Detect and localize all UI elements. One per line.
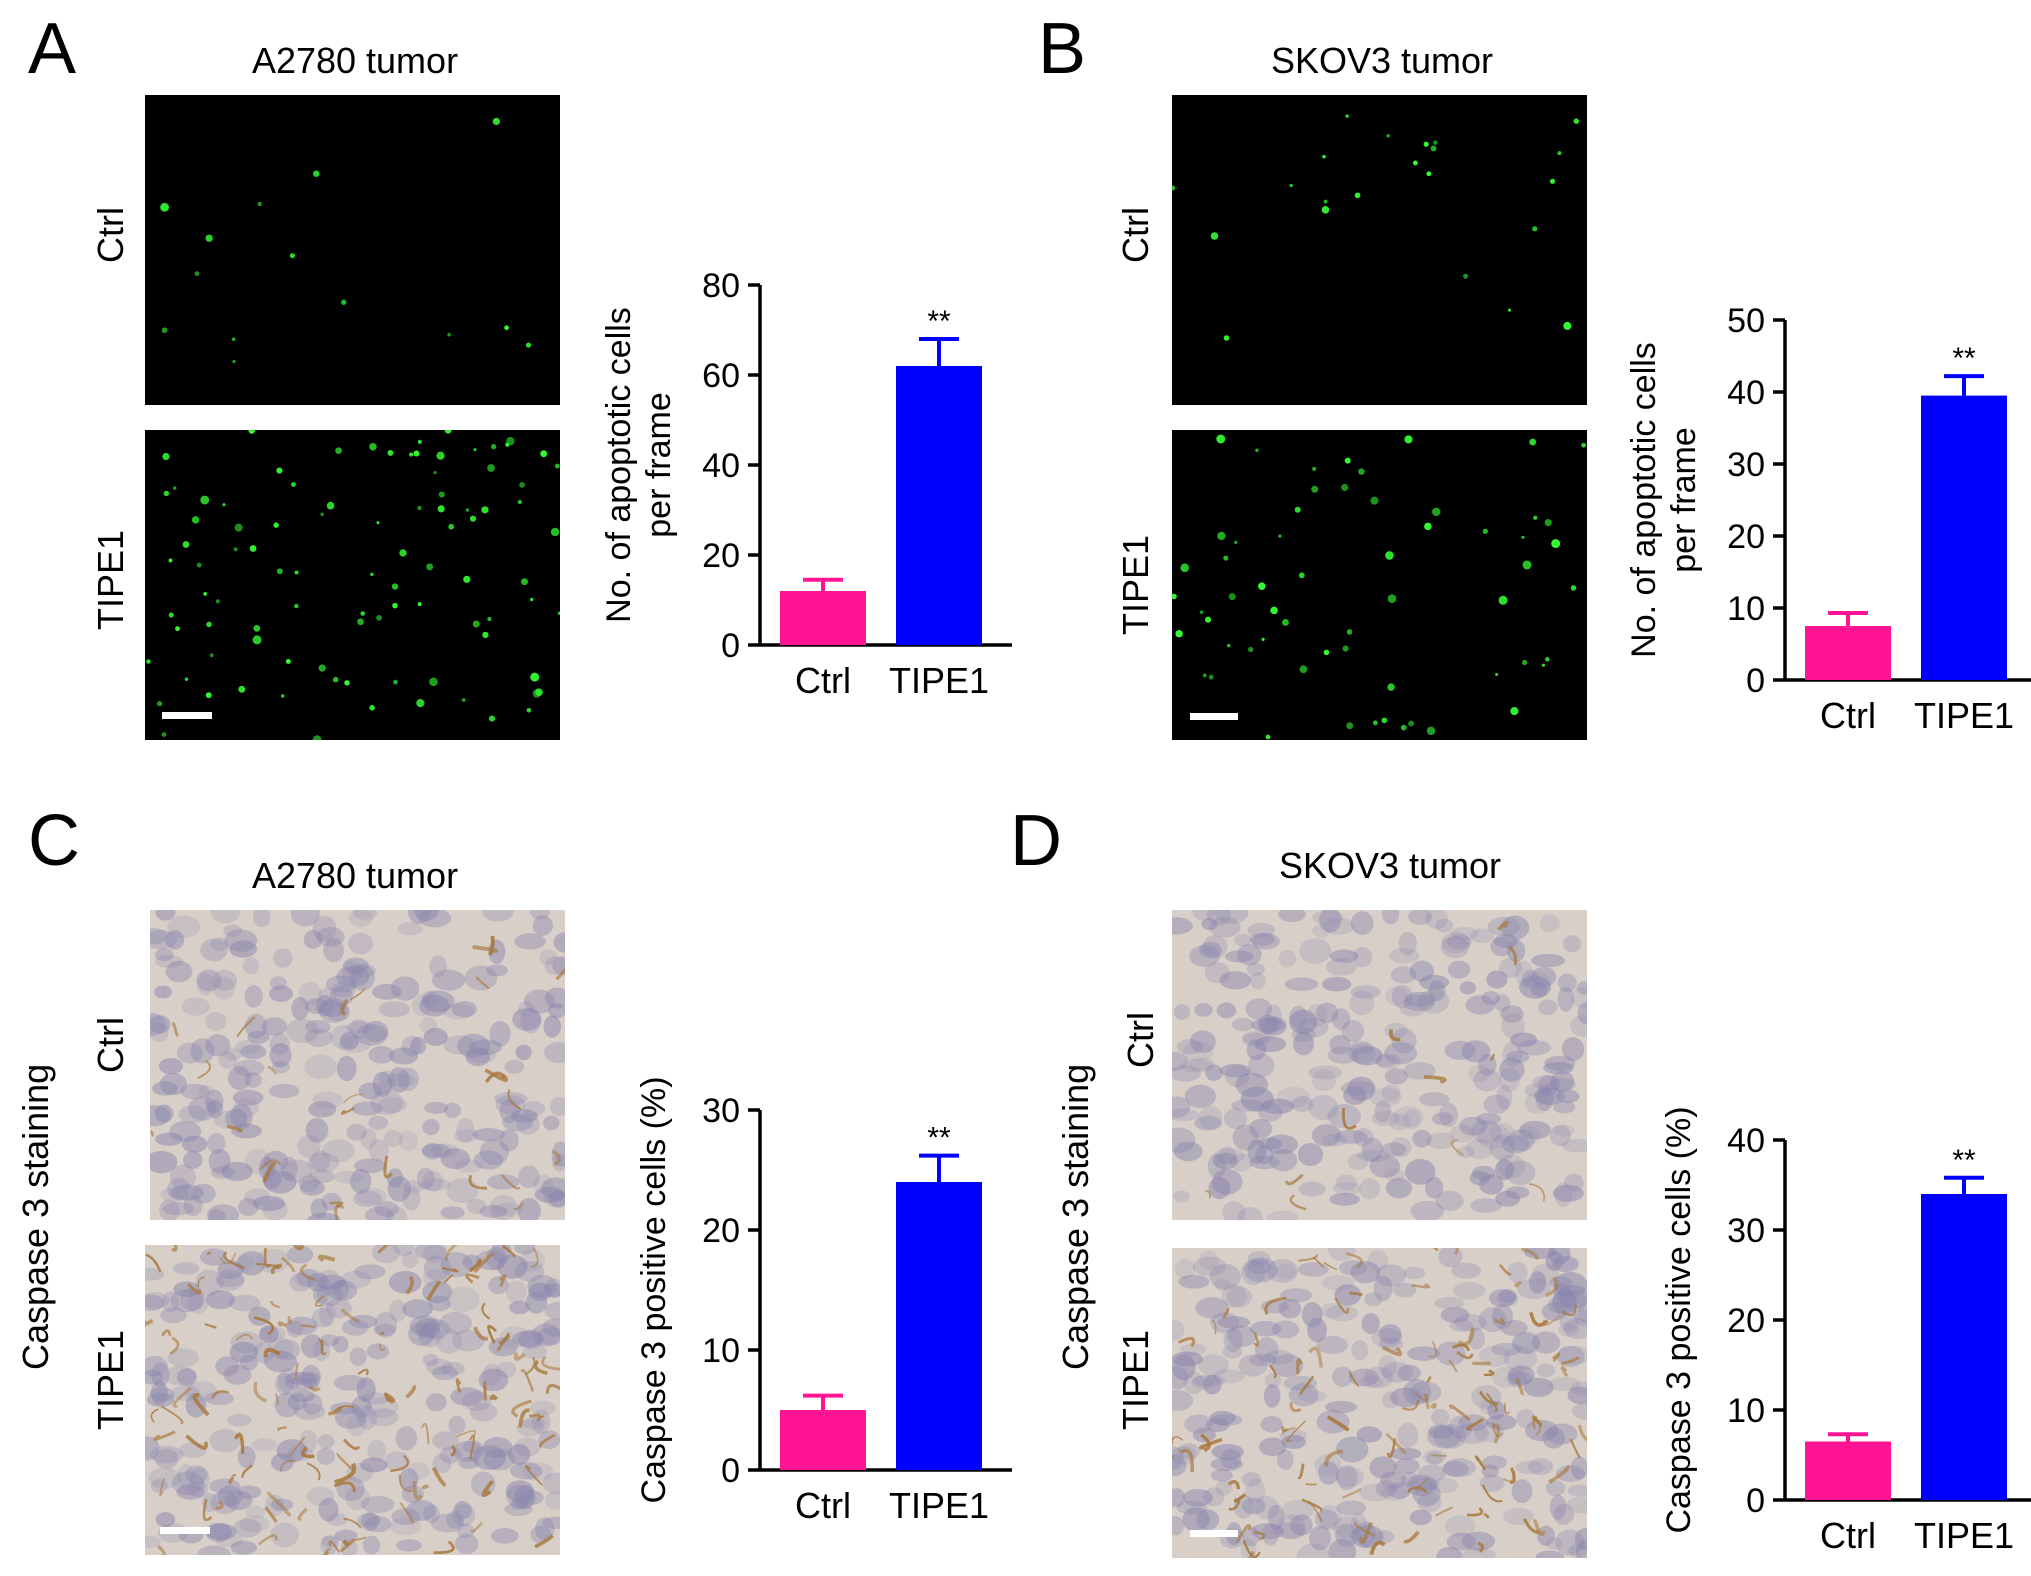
y-tick-label: 10 <box>702 1332 740 1370</box>
panel-c-bar-chart: 0 10 20 30 Caspase 3 positive cells (%) Ctrl *… <box>635 1076 1012 1526</box>
panel-d-bar-chart: 0 10 20 30 40 Caspase 3 positive cells (%) Ctr… <box>1660 1106 2031 1556</box>
panel-c-title: A2780 tumor <box>251 855 459 896</box>
y-axis-label: per frame <box>640 392 678 538</box>
y-tick-label: 0 <box>721 627 740 665</box>
y-tick-label: 20 <box>1727 1302 1765 1340</box>
panel-a-ctrl-micrograph <box>145 95 560 405</box>
panel-letter-c: C <box>28 801 80 881</box>
bar-ctrl <box>1805 626 1891 680</box>
panel-a-title: A2780 tumor <box>251 40 459 81</box>
panel-a-tipe1-micrograph <box>145 430 560 740</box>
category-label: TIPE1 <box>889 1485 989 1526</box>
category-label: Ctrl <box>1820 1515 1876 1556</box>
y-axis-label: Caspase 3 positive cells (%) <box>635 1076 673 1503</box>
bar-tipe1 <box>896 1182 982 1470</box>
significance-marker: ** <box>927 1122 951 1155</box>
significance-marker: ** <box>1952 342 1976 375</box>
panel-a-scale-bar <box>162 712 212 719</box>
bar-ctrl <box>780 1410 866 1470</box>
bar-tipe1 <box>1921 1194 2007 1500</box>
y-axis-label: per frame <box>1665 427 1703 573</box>
y-tick-label: 40 <box>1727 1122 1765 1160</box>
panel-c-row-label-ctrl: Ctrl <box>90 1017 131 1073</box>
y-tick-label: 50 <box>1727 302 1765 340</box>
y-tick-label: 60 <box>702 357 740 395</box>
bar-ctrl <box>1805 1441 1891 1500</box>
panel-b-bar-chart: 0 10 20 30 40 50 No. of apoptotic cells per fra… <box>1625 302 2031 736</box>
y-tick-label: 30 <box>1727 446 1765 484</box>
y-tick-label: 40 <box>1727 374 1765 412</box>
panel-d-tipe1-micrograph <box>1172 1248 1587 1558</box>
y-tick-label: 30 <box>702 1092 740 1130</box>
category-label: Ctrl <box>1820 695 1876 736</box>
category-label: TIPE1 <box>889 660 989 701</box>
category-label: Ctrl <box>795 660 851 701</box>
y-axis-label: Caspase 3 positive cells (%) <box>1660 1106 1698 1533</box>
panel-c-stain-label: Caspase 3 staining <box>15 1063 56 1370</box>
y-axis-label: No. of apoptotic cells <box>600 307 638 623</box>
bar-tipe1 <box>1921 395 2007 680</box>
panel-d-ctrl-micrograph <box>1172 910 1587 1220</box>
panel-a-bar-chart: 0 20 40 60 80 No. of apoptotic cells per frame… <box>600 267 1012 701</box>
y-tick-label: 0 <box>1746 662 1765 700</box>
bar-ctrl <box>780 591 866 645</box>
panel-b-ctrl-micrograph <box>1172 95 1587 405</box>
y-axis-label: No. of apoptotic cells <box>1625 342 1663 658</box>
panel-b-row-label-tipe1: TIPE1 <box>1115 534 1156 636</box>
category-label: TIPE1 <box>1914 1515 2014 1556</box>
panel-d-title: SKOV3 tumor <box>1278 845 1502 886</box>
panel-letter-d: D <box>1010 801 1062 881</box>
y-tick-label: 10 <box>1727 590 1765 628</box>
y-tick-label: 20 <box>1727 518 1765 556</box>
y-tick-label: 0 <box>721 1452 740 1490</box>
panel-c-scale-bar <box>160 1527 210 1534</box>
y-tick-label: 10 <box>1727 1392 1765 1430</box>
category-label: Ctrl <box>795 1485 851 1526</box>
panel-d-stain-label: Caspase 3 staining <box>1055 1063 1096 1370</box>
y-tick-label: 0 <box>1746 1482 1765 1520</box>
y-tick-label: 80 <box>702 267 740 305</box>
y-tick-label: 20 <box>702 537 740 575</box>
panel-c-tipe1-micrograph <box>145 1245 560 1555</box>
panel-b-row-label-ctrl: Ctrl <box>1115 207 1156 263</box>
y-tick-label: 30 <box>1727 1212 1765 1250</box>
panel-c-row-label-tipe1: TIPE1 <box>90 1329 131 1431</box>
panel-a-row-label-tipe1: TIPE1 <box>90 529 131 631</box>
significance-marker: ** <box>1952 1144 1976 1177</box>
panel-b-title: SKOV3 tumor <box>1270 40 1494 81</box>
panel-a-row-label-ctrl: Ctrl <box>90 207 131 263</box>
panel-d-row-label-tipe1: TIPE1 <box>1115 1329 1156 1431</box>
panel-d-row-label-ctrl: Ctrl <box>1120 1012 1161 1068</box>
panel-b-scale-bar <box>1190 713 1238 720</box>
category-label: TIPE1 <box>1914 695 2014 736</box>
panel-c-ctrl-micrograph <box>150 910 565 1220</box>
panel-b-tipe1-micrograph <box>1172 430 1587 740</box>
panel-d-scale-bar <box>1190 1530 1238 1537</box>
panel-letter-a: A <box>28 9 77 89</box>
panel-letter-b: B <box>1038 9 1087 89</box>
y-tick-label: 40 <box>702 447 740 485</box>
significance-marker: ** <box>927 305 951 338</box>
bar-tipe1 <box>896 366 982 645</box>
y-tick-label: 20 <box>702 1212 740 1250</box>
